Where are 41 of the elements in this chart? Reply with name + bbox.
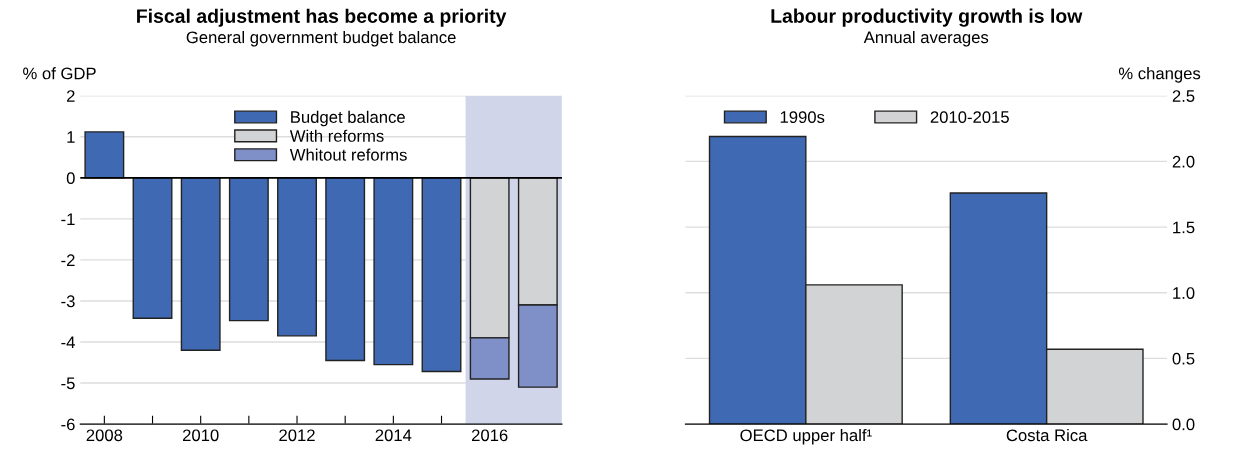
y-tick-label: 2 bbox=[66, 90, 75, 102]
bar bbox=[180, 177, 221, 351]
x-tick-label: 2008 bbox=[86, 429, 123, 442]
y-tick-label: 1.0 bbox=[1173, 287, 1195, 299]
y-tick-label: 2.5 bbox=[1172, 90, 1195, 102]
y-tick-label: -1 bbox=[61, 213, 75, 225]
bar bbox=[228, 177, 269, 322]
y-tick-label: 1 bbox=[67, 131, 75, 143]
x-tick-label: 2014 bbox=[375, 429, 412, 442]
x-tick-label: 2010 bbox=[182, 429, 219, 442]
bar bbox=[373, 177, 414, 366]
legend-label: 2010-2015 bbox=[930, 111, 1009, 123]
legend-label: Budget balance bbox=[291, 110, 405, 127]
legend-label: 1990s bbox=[780, 111, 825, 123]
y-axis-title: % changes bbox=[1118, 67, 1201, 83]
chart-subtitle: General government budget balance bbox=[186, 30, 456, 47]
bar bbox=[132, 177, 173, 319]
y-tick-label: 0.5 bbox=[1172, 352, 1195, 365]
x-tick-label: 2012 bbox=[279, 429, 315, 442]
bar bbox=[421, 177, 462, 373]
y-tick-label: -5 bbox=[61, 377, 75, 390]
chart-subtitle: Annual averages bbox=[863, 30, 989, 47]
legend-label: With reforms bbox=[289, 129, 384, 142]
legend-label: Whitout reforms bbox=[289, 148, 407, 161]
y-axis-title: % of GDP bbox=[23, 67, 96, 80]
y-tick-label: -6 bbox=[61, 418, 75, 431]
y-tick-label: -2 bbox=[61, 254, 75, 266]
y-tick-label: 0.0 bbox=[1172, 418, 1195, 431]
y-tick-label: 1.5 bbox=[1173, 221, 1195, 234]
x-tick-label: 2016 bbox=[471, 429, 508, 442]
bar bbox=[277, 177, 317, 337]
y-tick-label: 0 bbox=[66, 172, 75, 185]
chart-title: Fiscal adjustment has become a priority bbox=[137, 8, 507, 27]
bar bbox=[325, 177, 366, 362]
y-tick-label: -3 bbox=[61, 295, 75, 308]
x-tick-label: Costa Rica bbox=[1006, 428, 1088, 442]
chart-title: Labour productivity growth is low bbox=[771, 8, 1083, 27]
bar bbox=[84, 131, 125, 179]
y-tick-label: 2.0 bbox=[1172, 155, 1195, 168]
y-tick-label: -4 bbox=[61, 336, 75, 349]
x-tick-label: OECD upper half¹ bbox=[740, 428, 872, 445]
